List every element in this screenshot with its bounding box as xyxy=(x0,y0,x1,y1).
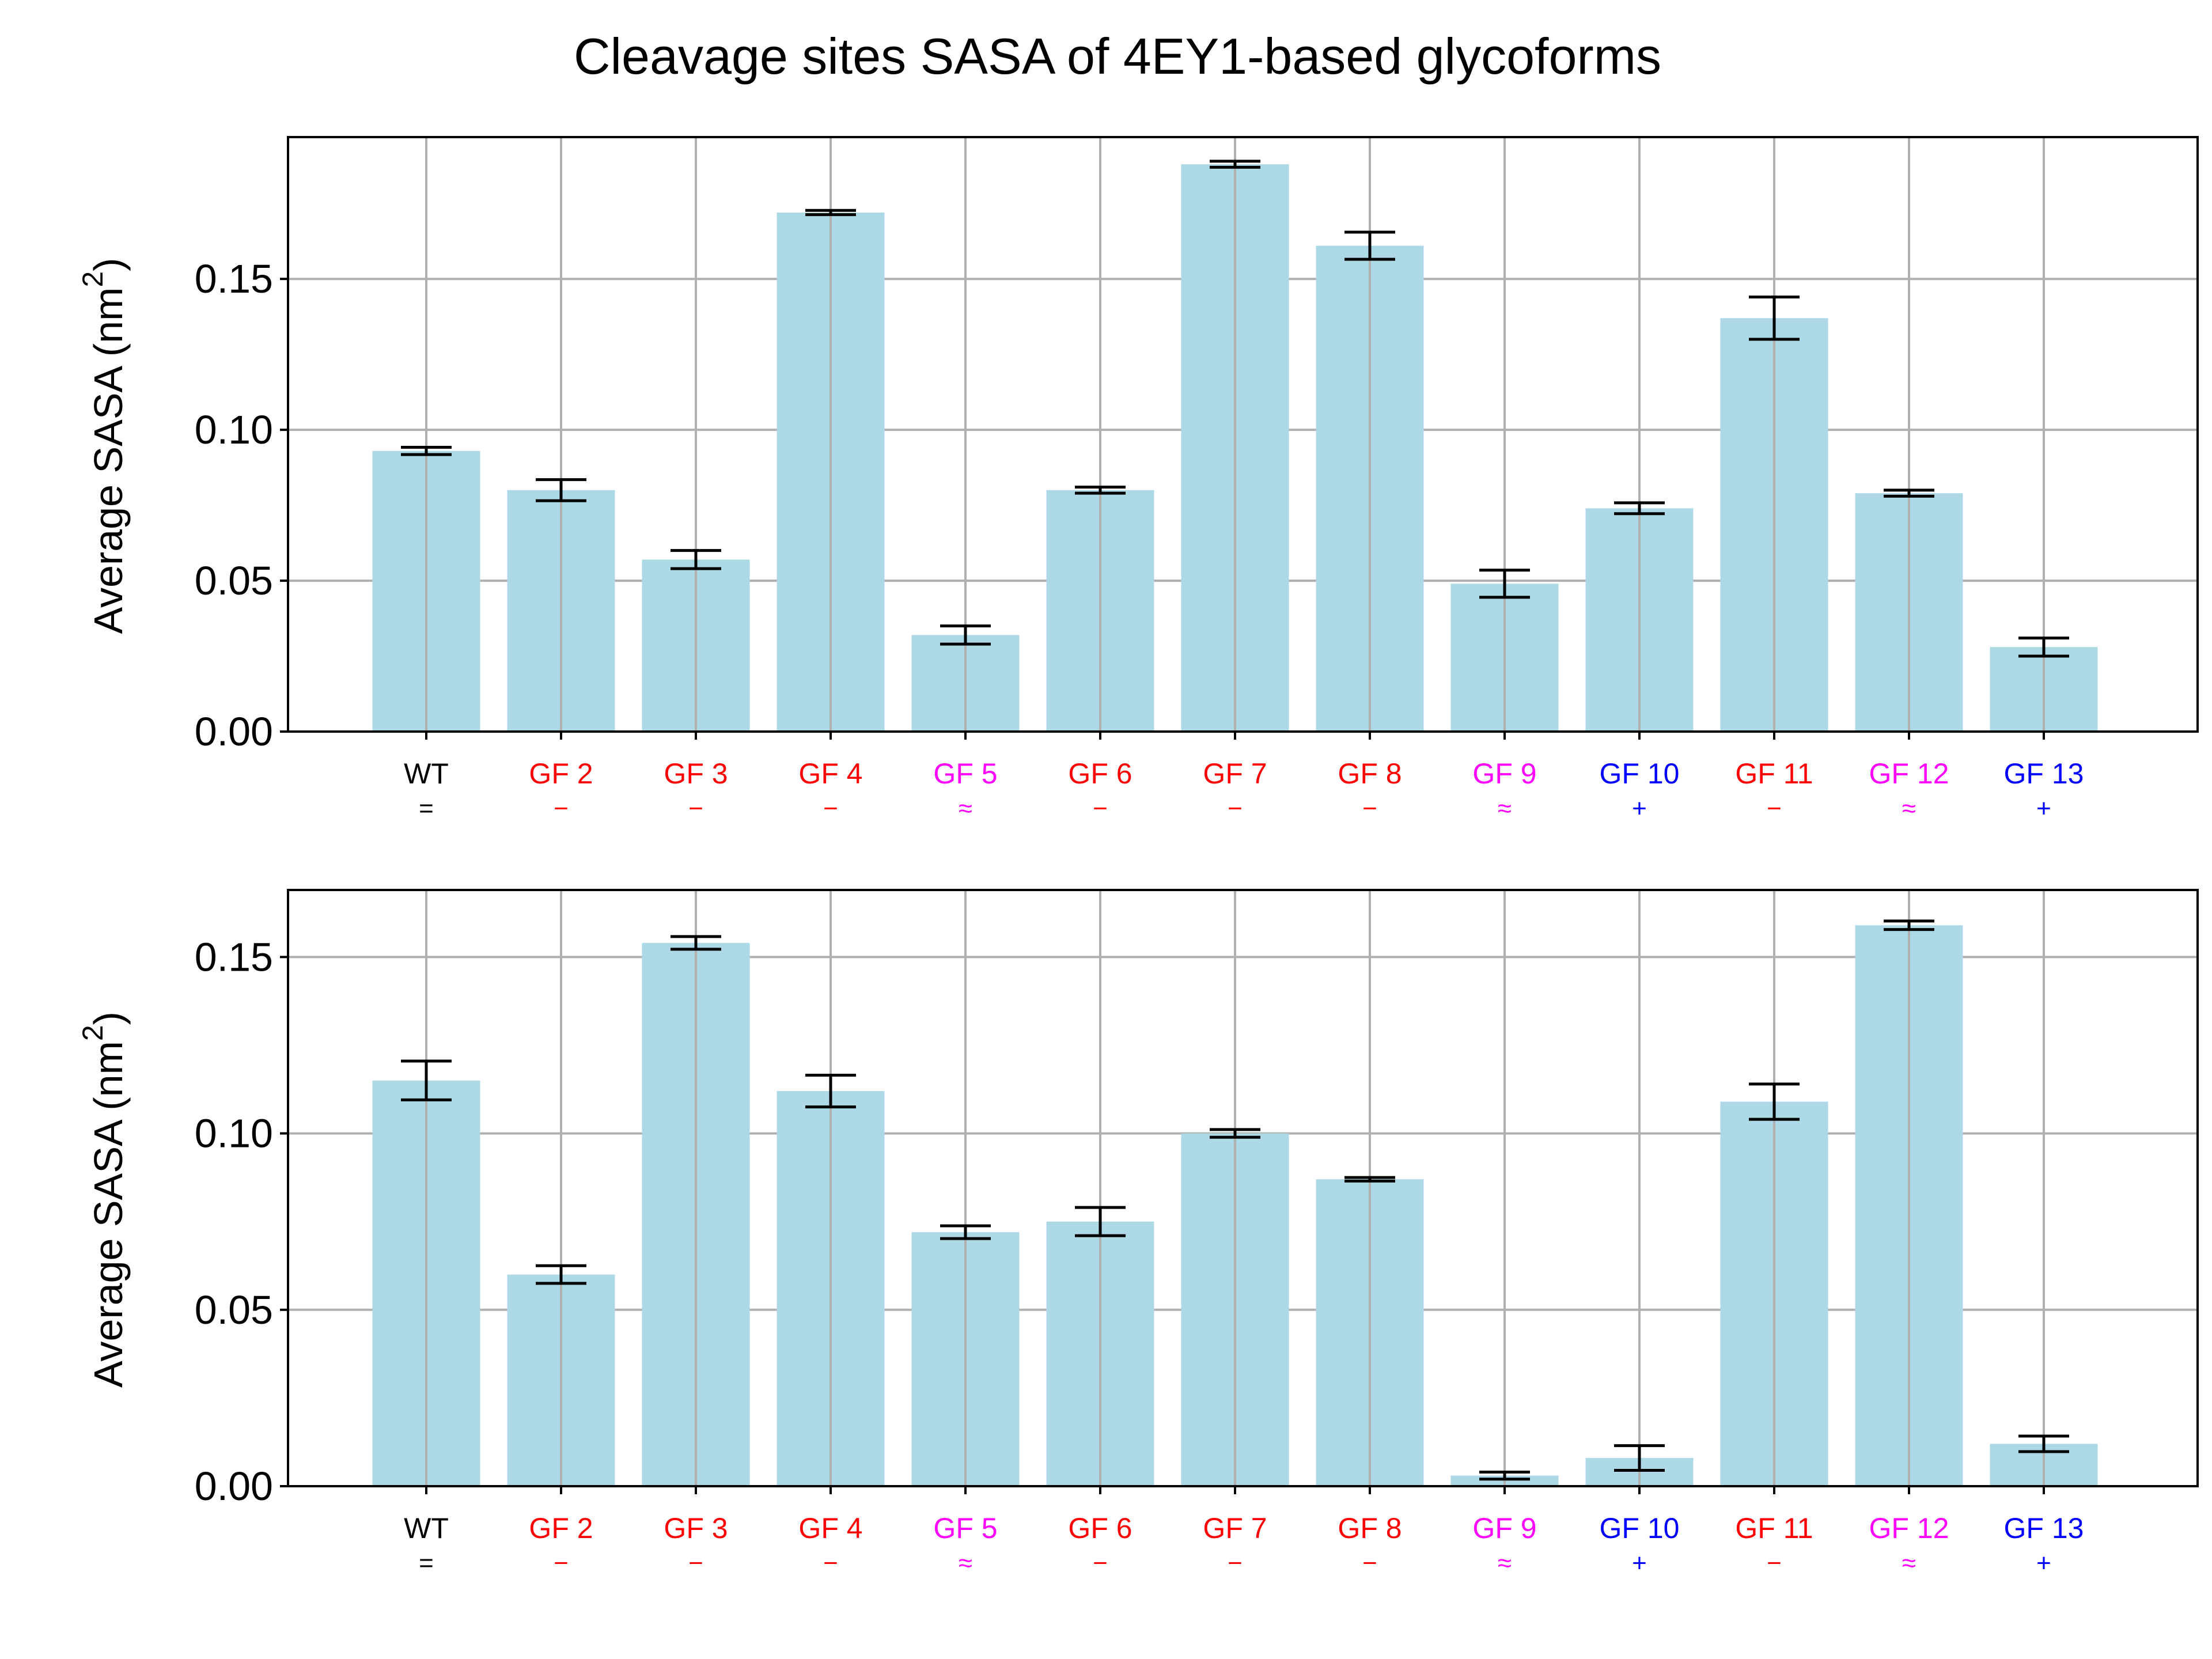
y-axis-label: Average SASA (nm2) xyxy=(77,258,131,634)
x-tick-label: GF 6 xyxy=(1068,757,1132,790)
x-tick-label: GF 10 xyxy=(1600,757,1680,790)
x-tick-symbol: − xyxy=(1362,1549,1377,1577)
y-tick-label: 0.05 xyxy=(195,558,273,603)
x-tick-label: GF 3 xyxy=(664,1512,728,1544)
x-tick-symbol: ≈ xyxy=(959,1549,972,1577)
x-tick-symbol: − xyxy=(688,794,703,823)
x-tick-label: GF 8 xyxy=(1338,757,1402,790)
x-tick-symbol: − xyxy=(1767,1549,1782,1577)
x-tick-label: GF 5 xyxy=(933,757,997,790)
bottom-panel: 0.00 0.05 0.10 0.15 WT = GF 2 − GF 3 − GF 4 − GF 5 ≈ G… xyxy=(77,889,2199,1577)
x-tick-symbol: ≈ xyxy=(959,794,972,823)
x-tick-symbol: + xyxy=(1632,794,1647,823)
x-tick-symbol: − xyxy=(688,1549,703,1577)
x-tick-symbol: = xyxy=(419,794,434,823)
x-tick-symbol: + xyxy=(2036,1549,2051,1577)
y-axis-label-superscript: 2 xyxy=(77,271,109,287)
x-tick-symbol: − xyxy=(1093,1549,1108,1577)
x-tick-label: GF 12 xyxy=(1869,1512,1949,1544)
x-tick-symbol: = xyxy=(419,1549,434,1577)
y-axis-label: Average SASA (nm2) xyxy=(77,1012,131,1388)
top-panel: 0.00 0.05 0.10 0.15 WT = GF 2 − GF 3 − GF 4 − GF 5 ≈ G… xyxy=(77,136,2199,823)
x-tick-label: GF 11 xyxy=(1735,757,1813,790)
y-tick-label: 0.00 xyxy=(195,709,273,754)
x-tick-symbol: − xyxy=(1093,794,1108,823)
x-tick-label: GF 5 xyxy=(933,1512,997,1544)
x-tick-label: GF 13 xyxy=(2004,1512,2084,1544)
x-tick-symbol: − xyxy=(823,1549,838,1577)
figure-title: Cleavage sites SASA of 4EY1-based glycof… xyxy=(574,28,1661,85)
x-tick-label: GF 7 xyxy=(1203,1512,1267,1544)
x-tick-symbol: ≈ xyxy=(1498,794,1512,823)
x-tick-label: WT xyxy=(404,1512,449,1544)
x-tick-label: GF 7 xyxy=(1203,757,1267,790)
x-tick-label: WT xyxy=(404,757,449,790)
x-tick-symbol: ≈ xyxy=(1902,794,1916,823)
x-tick-symbol: − xyxy=(1228,794,1243,823)
x-tick-label: GF 6 xyxy=(1068,1512,1132,1544)
axes-frame xyxy=(287,136,2199,733)
x-tick-label: GF 4 xyxy=(798,1512,862,1544)
x-tick-label: GF 11 xyxy=(1735,1512,1813,1544)
x-tick-label: GF 10 xyxy=(1600,1512,1680,1544)
x-tick-symbol: − xyxy=(554,794,569,823)
x-tick-symbol: + xyxy=(2036,794,2051,823)
x-tick-symbol: − xyxy=(1362,794,1377,823)
x-tick-label: GF 2 xyxy=(529,1512,593,1544)
x-tick-label: GF 3 xyxy=(664,757,728,790)
x-tick-symbol: − xyxy=(1767,794,1782,823)
y-tick-label: 0.05 xyxy=(195,1287,273,1332)
x-tick-symbol: − xyxy=(554,1549,569,1577)
y-axis-label-close: ) xyxy=(86,258,131,271)
y-axis-label-main: Average SASA (nm xyxy=(86,1041,131,1388)
y-axis-label-main: Average SASA (nm xyxy=(86,287,131,634)
axes-frame xyxy=(287,889,2199,1487)
x-tick-label: GF 8 xyxy=(1338,1512,1402,1544)
y-tick-label: 0.10 xyxy=(195,1111,273,1156)
x-tick-label: GF 13 xyxy=(2004,757,2084,790)
x-tick-symbol: + xyxy=(1632,1549,1647,1577)
y-axis-label-close: ) xyxy=(86,1012,131,1025)
y-tick-label: 0.15 xyxy=(195,934,273,979)
y-tick-label: 0.00 xyxy=(195,1464,273,1509)
y-tick-label: 0.10 xyxy=(195,407,273,452)
x-tick-label: GF 4 xyxy=(798,757,862,790)
x-tick-symbol: ≈ xyxy=(1498,1549,1512,1577)
x-tick-label: GF 9 xyxy=(1472,1512,1536,1544)
x-tick-label: GF 2 xyxy=(529,757,593,790)
x-tick-label: GF 12 xyxy=(1869,757,1949,790)
y-axis-label-superscript: 2 xyxy=(77,1025,109,1041)
x-tick-label: GF 9 xyxy=(1472,757,1536,790)
x-tick-symbol: ≈ xyxy=(1902,1549,1916,1577)
x-tick-symbol: − xyxy=(823,794,838,823)
y-tick-label: 0.15 xyxy=(195,256,273,301)
x-tick-symbol: − xyxy=(1228,1549,1243,1577)
